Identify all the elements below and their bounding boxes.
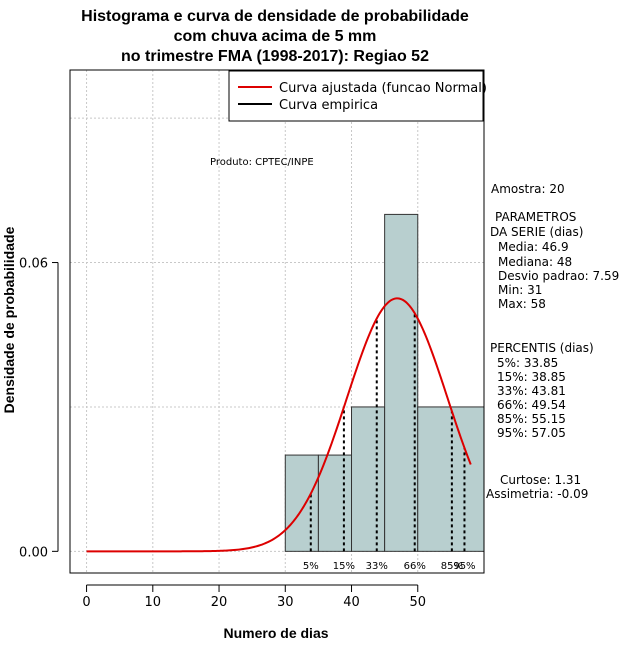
legend: Curva ajustada (funcao Normal) Curva emp… [228,70,487,122]
histogram-bar-3 [384,213,419,552]
product-credit: Produto: CPTEC/INPE [210,157,314,168]
x-tick-label-2: 20 [211,595,228,610]
statistics-panel: Amostra: 20 PARAMETROS DA SERIE (dias) M… [486,182,619,501]
stat-media: Media: 46.9 [498,240,569,254]
x-tick-label-0: 0 [82,595,90,610]
chart-title-line-1: Histograma e curva de densidade de proba… [81,8,469,25]
fitted-normal-curve [86,297,472,553]
stat-assimetria: Assimetria: -0.09 [486,487,588,501]
x-tick-label-3: 30 [277,595,294,610]
y-tick-label-1: 0.06 [19,257,48,272]
stat-min: Min: 31 [498,283,542,297]
stat-p95: 95%: 57.05 [497,426,566,440]
percentile-markers: 5% 15% 33% 66% 85%95% [303,313,476,572]
chart-title-line-2: com chuva acima de 5 mm [174,28,377,45]
percentile-label-1: 15% [333,561,355,572]
y-axis-title: Densidade de probabilidade [1,226,17,413]
x-tick-label-4: 40 [343,595,360,610]
histogram-bar-1 [317,454,353,552]
params-title-2: DA SERIE (dias) [490,225,583,239]
stat-p85: 85%: 55.15 [497,412,566,426]
x-tick-label-1: 10 [145,595,162,610]
stat-max: Max: 58 [498,297,546,311]
chart-title-line-3: no trimestre FMA (1998-2017): Regiao 52 [121,48,429,65]
stat-curtose: Curtose: 1.31 [500,473,581,487]
x-tick-label-5: 50 [409,595,426,610]
legend-empirical-label: Curva empirica [279,98,378,113]
legend-box [228,70,484,122]
stat-p33: 33%: 43.81 [497,384,566,398]
stat-desvio: Desvio padrao: 7.59 [498,269,619,283]
fitted-curve-layer [86,297,472,553]
percentile-label-3: 66% [404,561,426,572]
percentile-label-2: 33% [366,561,388,572]
histogram-bars [284,213,485,552]
stat-p15: 15%: 38.85 [497,370,566,384]
stat-p5: 5%: 33.85 [497,356,558,370]
sample-size: Amostra: 20 [491,182,565,196]
histogram-bar-0 [284,454,319,552]
histogram-bar-2 [351,406,386,552]
legend-fitted-label: Curva ajustada (funcao Normal) [279,81,487,96]
percentile-label-4: 85% [441,561,463,572]
axes: 0 10 20 30 40 50 0.00 0.06 [19,257,426,610]
x-axis-title: Numero de dias [223,625,328,641]
params-title-1: PARAMETROS [495,210,576,224]
percentile-label-5: 95% [453,561,475,572]
plot-frame [69,69,485,574]
stat-p66: 66%: 49.54 [497,398,566,412]
stat-mediana: Mediana: 48 [498,255,572,269]
percentis-title: PERCENTIS (dias) [490,341,594,355]
y-tick-label-0: 0.00 [19,545,48,560]
percentile-label-0: 5% [303,561,319,572]
